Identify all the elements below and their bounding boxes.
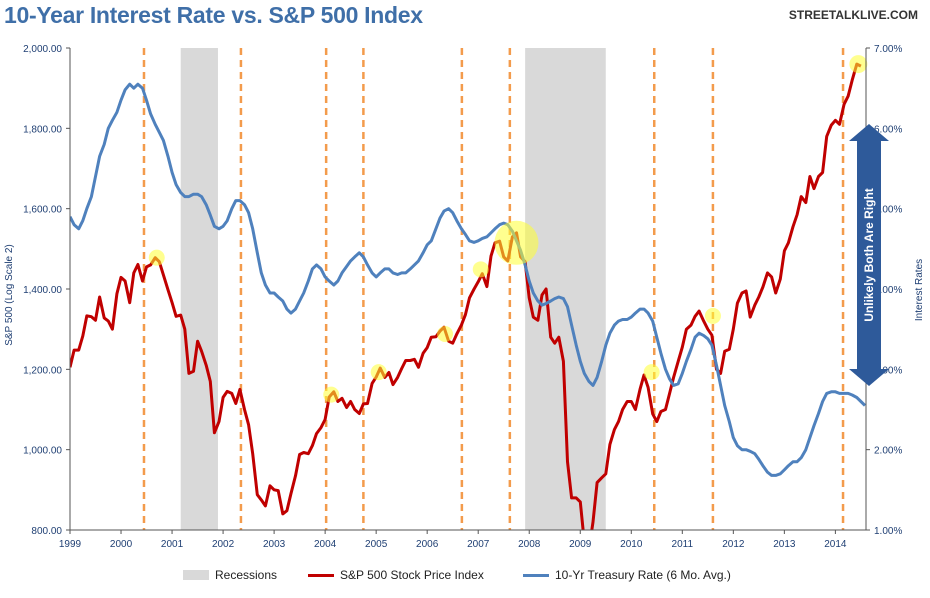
- x-tick-label: 1999: [59, 539, 82, 550]
- legend-item-treasury: 10-Yr Treasury Rate (6 Mo. Avg.): [523, 568, 731, 582]
- x-tick-label: 2006: [416, 539, 439, 550]
- legend-swatch-sp500: [308, 573, 334, 577]
- y-right-tick-label: 7.00%: [874, 44, 902, 55]
- legend-item-sp500: S&P 500 Stock Price Index: [308, 568, 484, 582]
- annotation-arrow-up: [849, 124, 889, 141]
- y-left-tick-label: 1,000.00: [23, 446, 62, 457]
- x-tick-label: 2000: [110, 539, 133, 550]
- legend-label-recessions: Recessions: [215, 568, 278, 582]
- y-left-tick-label: 1,200.00: [23, 365, 62, 376]
- legend-swatch-recessions: [183, 570, 209, 580]
- y-left-tick-label: 1,600.00: [23, 205, 62, 216]
- y-right-tick-label: 5.00%: [874, 205, 902, 216]
- annotation-text: Unlikely Both Are Right: [862, 188, 876, 322]
- x-tick-label: 2005: [365, 539, 388, 550]
- x-tick-label: 2001: [161, 539, 184, 550]
- annotation-arrow-body: [857, 137, 881, 373]
- y-right-tick-label: 6.00%: [874, 124, 902, 135]
- legend: Recessions S&P 500 Stock Price Index 10-…: [0, 566, 930, 586]
- series-sp500-line: [70, 62, 862, 530]
- y-right-tick-label: 4.00%: [874, 285, 902, 296]
- x-tick-label: 2004: [314, 539, 337, 550]
- x-tick-label: 2002: [212, 539, 235, 550]
- x-tick-label: 2010: [620, 539, 643, 550]
- recession-band-1: [525, 48, 606, 530]
- y-axis-left-label: S&P 500 (Log Scale 2): [4, 244, 15, 346]
- site-watermark: STREETALKLIVE.COM: [788, 8, 918, 22]
- x-tick-label: 2007: [467, 539, 490, 550]
- highlight-4: [472, 261, 489, 278]
- y-right-tick-label: 1.00%: [874, 526, 902, 537]
- highlight-7: [704, 307, 721, 324]
- x-tick-label: 2009: [569, 539, 592, 550]
- recession-band-0: [180, 48, 218, 530]
- highlight-2: [370, 364, 387, 381]
- highlight-5: [494, 220, 539, 265]
- highlight-8: [849, 55, 868, 74]
- highlight-3: [437, 325, 454, 342]
- legend-label-treasury: 10-Yr Treasury Rate (6 Mo. Avg.): [555, 568, 731, 582]
- highlight-6: [643, 364, 660, 381]
- x-tick-label: 2012: [722, 539, 745, 550]
- legend-label-sp500: S&P 500 Stock Price Index: [340, 568, 484, 582]
- y-right-tick-label: 2.00%: [874, 446, 902, 457]
- x-tick-label: 2014: [824, 539, 847, 550]
- y-left-tick-label: 1,800.00: [23, 124, 62, 135]
- legend-swatch-treasury: [523, 573, 549, 577]
- y-left-tick-label: 2,000.00: [23, 44, 62, 55]
- annotation-arrow-down: [849, 369, 889, 386]
- highlight-1: [323, 386, 340, 403]
- y-left-tick-label: 800.00: [31, 526, 62, 537]
- y-right-tick-label: 3.00%: [874, 365, 902, 376]
- x-tick-label: 2008: [518, 539, 541, 550]
- y-axis-right-label: Interest Rates: [914, 259, 925, 321]
- x-tick-label: 2013: [773, 539, 796, 550]
- x-tick-label: 2003: [263, 539, 286, 550]
- legend-item-recessions: Recessions: [183, 568, 277, 582]
- chart-title: 10-Year Interest Rate vs. S&P 500 Index: [4, 2, 423, 28]
- annotation-group: Unlikely Both Are Right: [849, 124, 889, 386]
- series-treasury-line: [70, 82, 866, 477]
- highlight-0: [148, 249, 165, 266]
- y-left-tick-label: 1,400.00: [23, 285, 62, 296]
- x-tick-label: 2011: [672, 539, 694, 550]
